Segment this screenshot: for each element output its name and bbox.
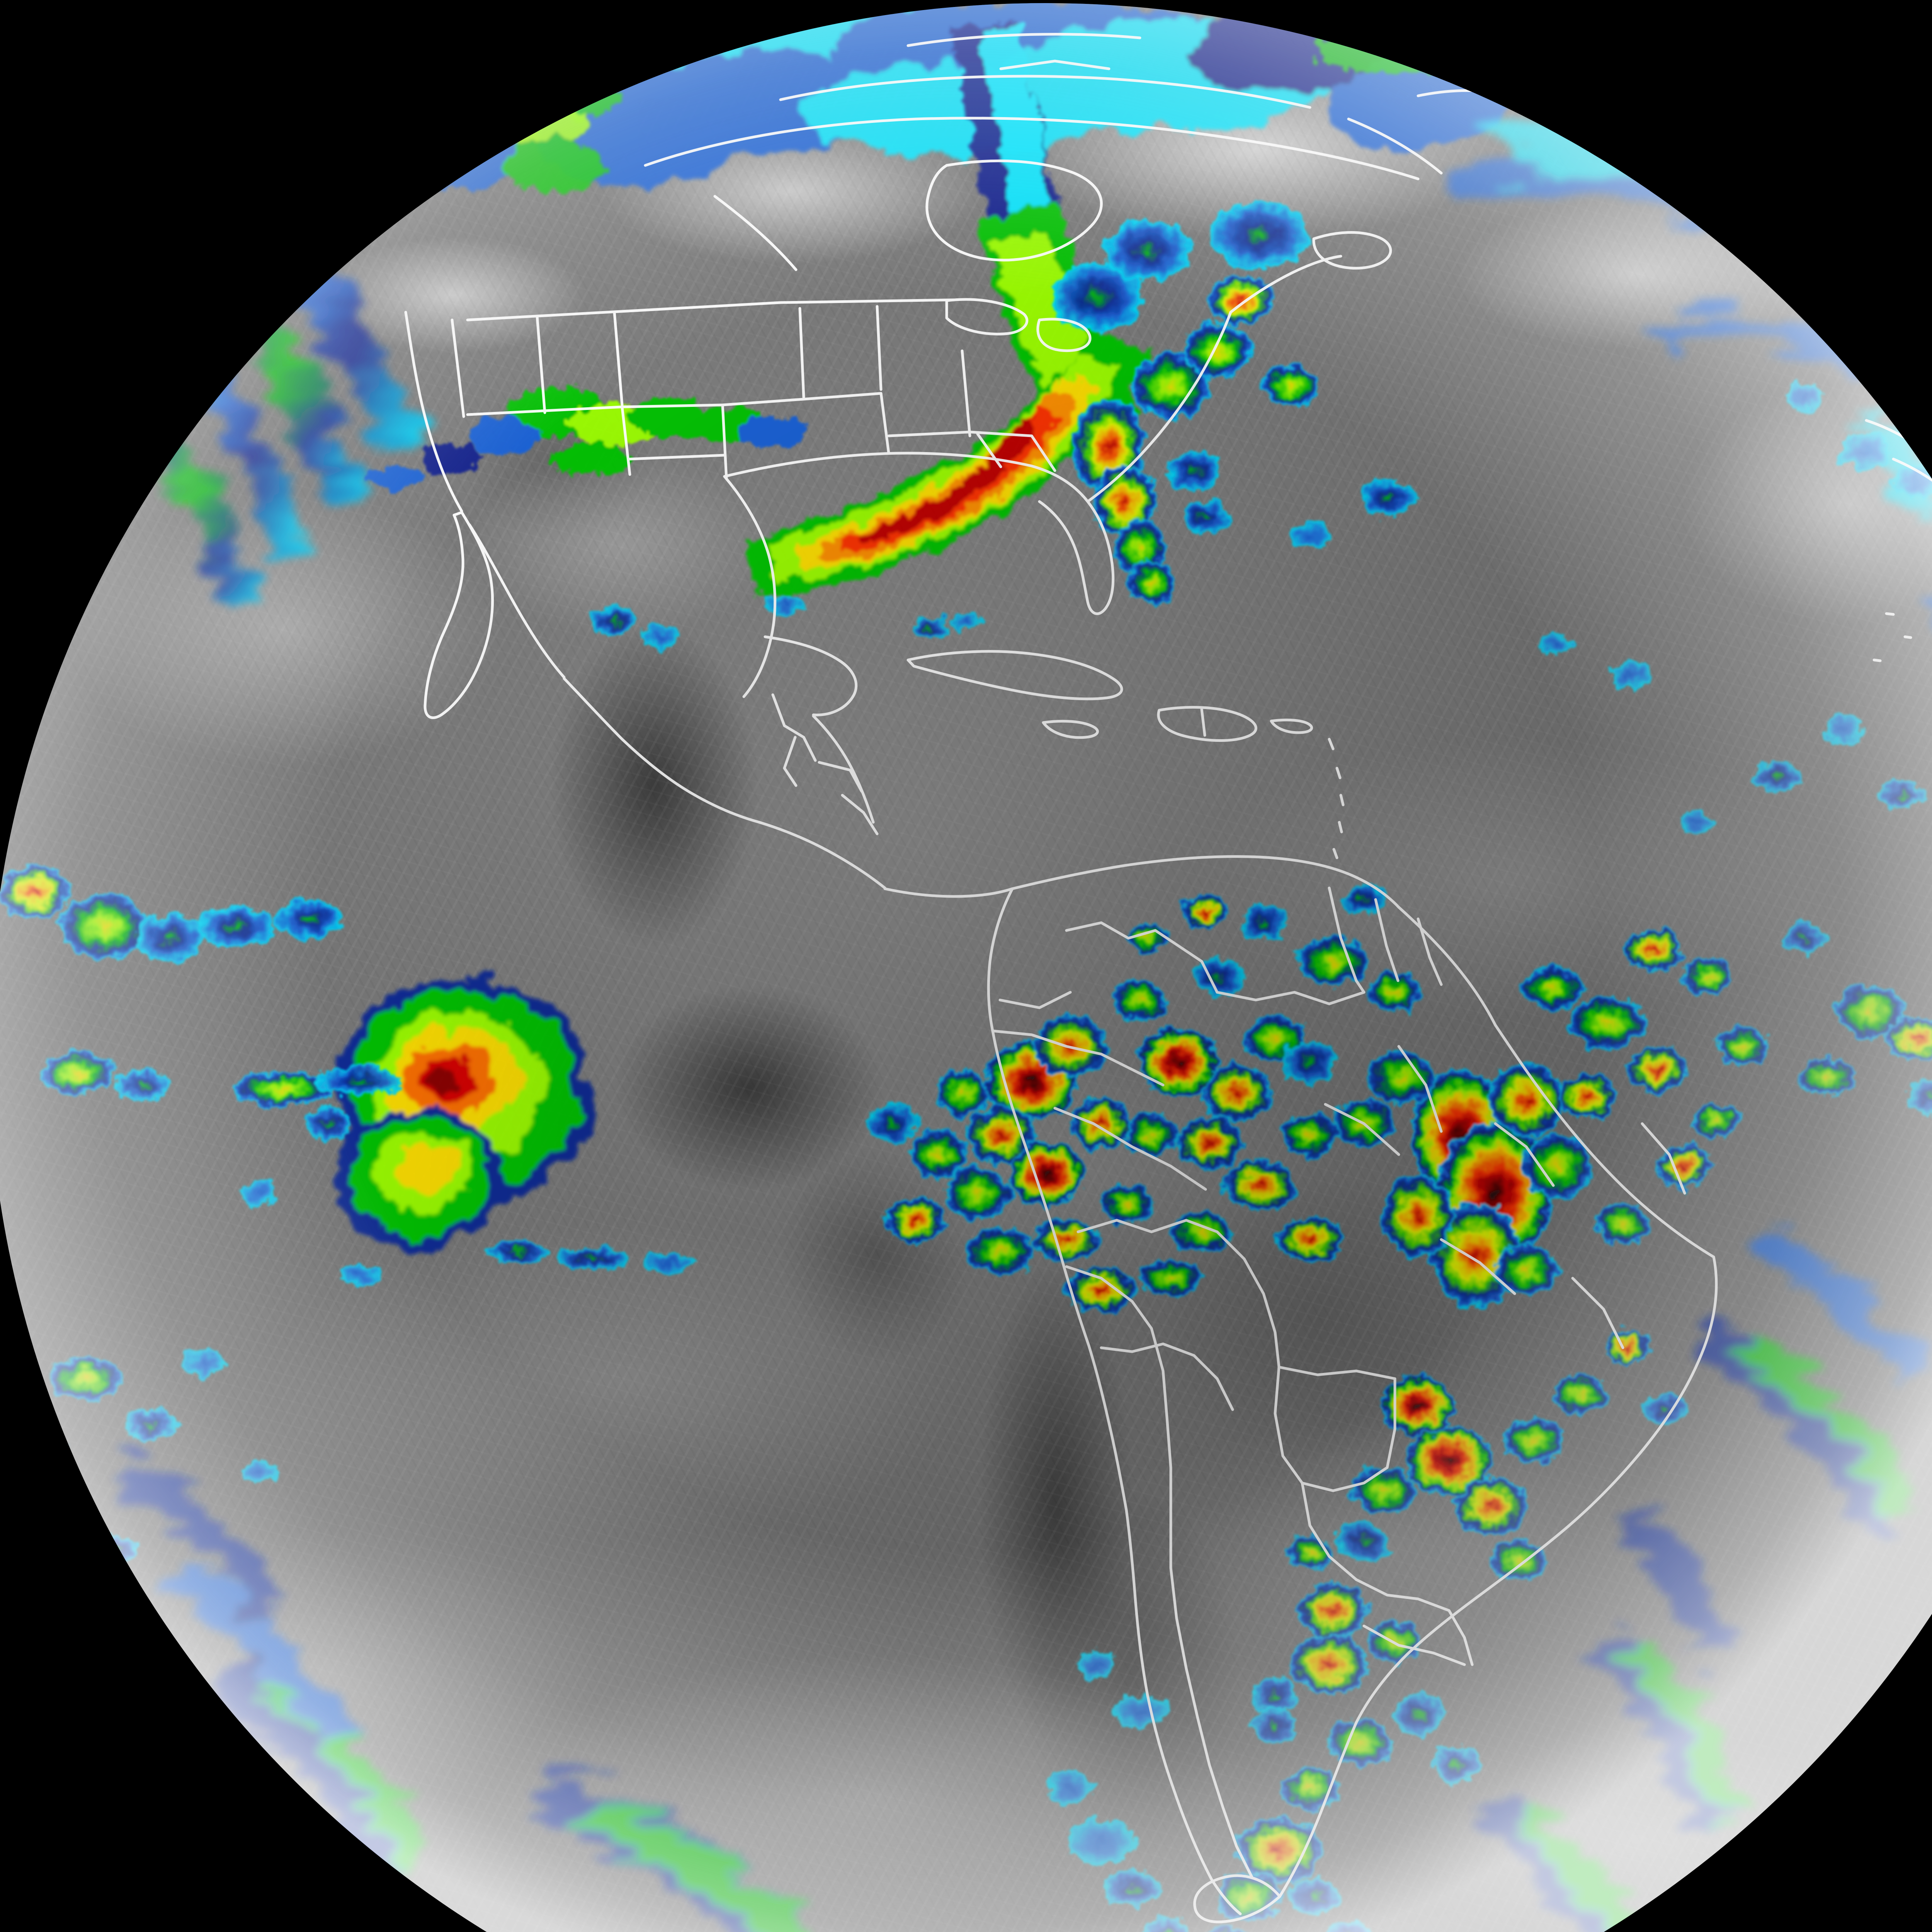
pacific-northwest-cloud	[371, 88, 607, 192]
amazon-convective-complex	[867, 884, 1769, 1311]
south-pacific-scattered-cells	[27, 1350, 278, 1563]
east-atlantic-bands	[1920, 556, 1932, 753]
patagonia-coastal-cells	[1047, 1651, 1229, 1932]
southern-ocean-comma-west	[433, 1773, 826, 1932]
tropical-atlantic-cells	[1611, 662, 1932, 847]
earth-disk	[0, 3, 1932, 1932]
nw-pacific-frontal-bands	[116, 189, 425, 606]
southern-plains-convection	[367, 388, 808, 491]
central-america-cells	[591, 596, 1575, 655]
southeast-us-cells	[1051, 202, 1414, 606]
satellite-image-canvas: Full Disk Enhanced Infrared Imagery geos…	[0, 0, 1932, 1932]
south-pacific-frontal-bands	[116, 1456, 433, 1889]
pacific-itcz-cells	[0, 451, 402, 1106]
southern-brazil-convection	[1252, 1695, 1482, 1810]
cloud-field-overlay	[0, 3, 1932, 1932]
natl-cyclone-cells	[1785, 383, 1932, 551]
atlantic-itcz	[1783, 923, 1932, 1218]
south-atlantic-frontal-band	[1692, 1232, 1932, 1533]
epac-itcz-cluster	[336, 977, 591, 1249]
drake-passage-convection	[1196, 1817, 1374, 1932]
